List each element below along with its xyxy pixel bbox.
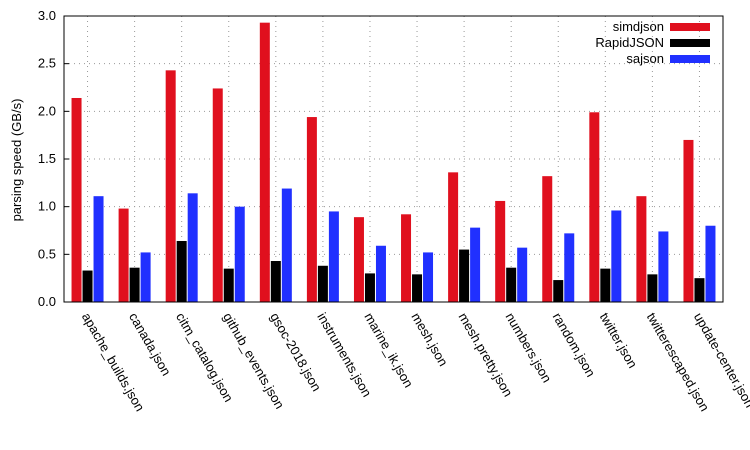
bar — [553, 280, 564, 302]
bar — [234, 206, 245, 302]
x-tick-label: gsoc-2018.json — [267, 310, 324, 394]
y-tick-label: 1.0 — [38, 199, 56, 214]
bar — [647, 274, 658, 302]
x-tick-label: mesh.json — [408, 310, 451, 369]
bar — [423, 252, 434, 302]
plot-frame — [63, 15, 724, 303]
bar — [636, 196, 647, 302]
bar — [71, 97, 82, 302]
bar — [470, 227, 481, 302]
bar — [495, 200, 506, 302]
bar — [694, 278, 705, 302]
y-tick-label: 2.0 — [38, 103, 56, 118]
bar — [375, 245, 386, 302]
bar — [212, 88, 223, 302]
bar — [658, 231, 669, 302]
y-tick-label: 0.0 — [38, 294, 56, 309]
bar — [353, 217, 364, 302]
bar — [93, 196, 104, 302]
bar — [259, 22, 270, 302]
bar — [448, 172, 459, 302]
bar — [165, 70, 176, 302]
bar — [412, 274, 423, 302]
bar — [306, 117, 317, 302]
bar — [401, 214, 412, 302]
bar — [317, 265, 328, 302]
bar — [459, 249, 470, 302]
y-tick-label: 2.5 — [38, 56, 56, 71]
bar — [600, 268, 611, 302]
bar — [223, 268, 234, 302]
bar — [140, 252, 151, 302]
y-tick-label: 1.5 — [38, 151, 56, 166]
legend-swatch — [670, 39, 710, 47]
bar — [129, 267, 140, 302]
bar — [118, 208, 129, 302]
bar — [589, 112, 600, 302]
bar — [542, 176, 553, 302]
legend-label: simdjson — [613, 19, 664, 34]
bar — [270, 261, 281, 302]
legend-swatch — [670, 23, 710, 31]
bar — [328, 211, 339, 302]
bar — [281, 188, 292, 302]
y-axis-label: parsing speed (GB/s) — [9, 99, 24, 222]
bar — [611, 210, 622, 302]
bar — [517, 247, 528, 302]
bar — [506, 267, 517, 302]
legend-label: RapidJSON — [595, 35, 664, 50]
x-tick-label: twitter.json — [597, 310, 641, 371]
x-tick-label: marine_ik.json — [361, 310, 416, 390]
bar — [187, 193, 198, 302]
bar — [705, 225, 716, 302]
y-tick-label: 0.5 — [38, 246, 56, 261]
legend-label: sajson — [626, 51, 664, 66]
bar — [364, 273, 375, 302]
bar — [683, 139, 694, 302]
bar — [564, 233, 575, 302]
x-tick-label: random.json — [550, 310, 599, 379]
bar — [82, 270, 93, 302]
legend-swatch — [670, 55, 710, 63]
x-tick-label: canada.json — [126, 310, 174, 378]
y-tick-label: 3.0 — [38, 8, 56, 23]
bar — [176, 240, 187, 302]
x-tick-label: numbers.json — [503, 310, 555, 385]
